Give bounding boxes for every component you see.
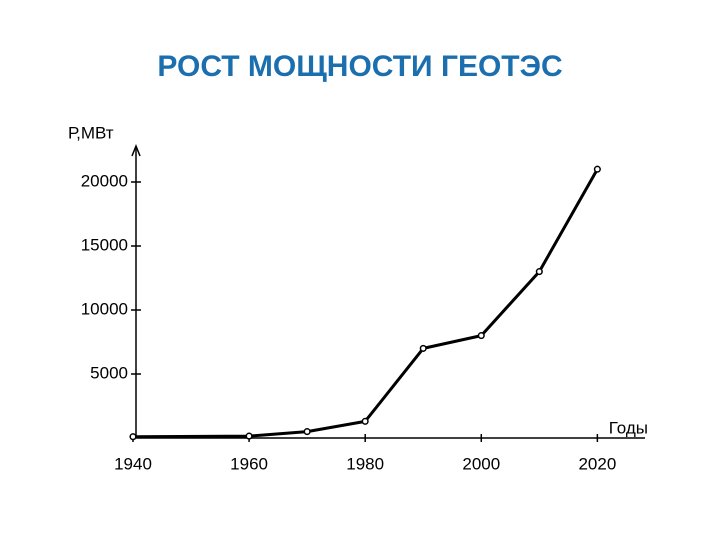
point (477, 332, 485, 340)
x-tick-label: 1940 (114, 454, 152, 473)
point (361, 417, 369, 425)
point (303, 428, 311, 436)
x-tick-label: 2000 (462, 454, 500, 473)
x-axis-label: Годы (609, 418, 648, 437)
x-tick-label: 1960 (230, 454, 268, 473)
point (419, 344, 427, 352)
line (132, 168, 599, 439)
chart-title: РОСТ МОЩНОСТИ ГЕОТЭС (157, 50, 562, 83)
x-tick-label: 1980 (346, 454, 384, 473)
point (535, 268, 543, 276)
x-tick-label: 2020 (578, 454, 616, 473)
point (129, 433, 137, 441)
y-tick-label: 5000 (90, 363, 128, 382)
y-tick-label: 10000 (81, 299, 128, 318)
y-arrow (131, 143, 141, 157)
y-tick-label: 15000 (81, 235, 128, 254)
point (593, 165, 601, 173)
point (245, 432, 253, 440)
y-tick-label: 20000 (81, 171, 128, 190)
y-axis-label: Р,МВт (68, 123, 114, 142)
